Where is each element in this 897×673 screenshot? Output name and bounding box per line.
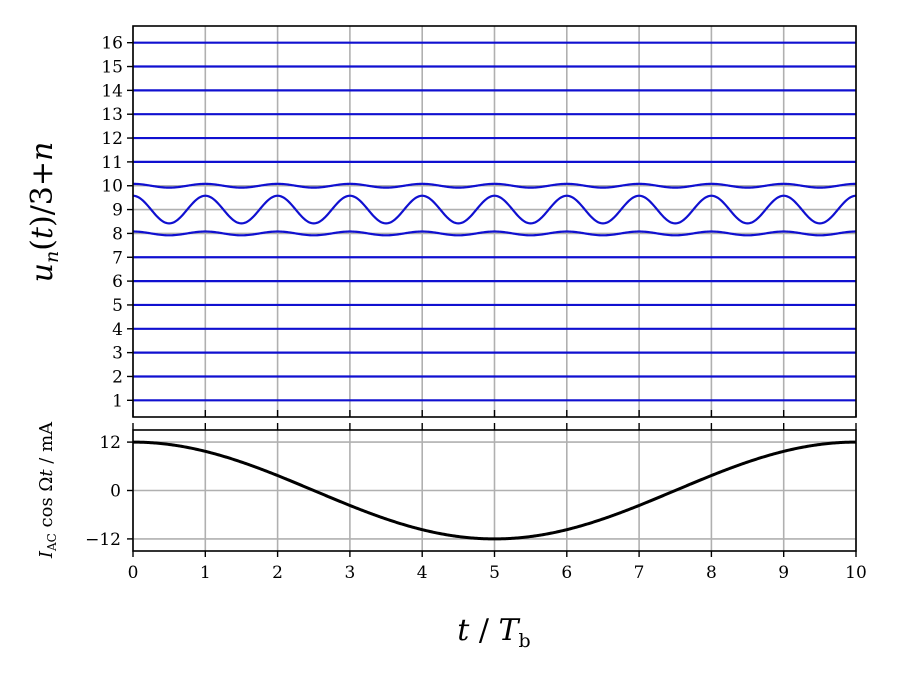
x-axis-label: t / Tb [457,613,530,652]
top-y-tick-label: 16 [101,34,123,54]
top-y-tick-label: 9 [112,201,123,221]
x-tick-label: 2 [272,563,283,583]
bottom-y-axis-label: IAC cos Ωt / mA [36,421,59,559]
bottom-y-tick-label: 0 [110,482,121,502]
x-tick-label: 5 [489,563,500,583]
x-tick-label: 3 [344,563,355,583]
x-tick-label: 1 [200,563,211,583]
top-y-tick-label: 14 [101,81,123,101]
x-tick-label: 8 [706,563,717,583]
top-y-tick-label: 5 [112,296,123,316]
x-tick-label: 7 [634,563,645,583]
x-tick-label: 4 [417,563,428,583]
bottom-y-tick-label: 12 [99,433,121,453]
top-y-axis-label: un(t)/3+n [25,142,63,283]
top-y-tick-label: 4 [112,320,123,340]
x-tick-label: 6 [561,563,572,583]
top-y-tick-label: 15 [101,58,123,78]
top-y-tick-label: 8 [112,224,123,244]
top-y-tick-label: 11 [101,153,123,173]
top-y-tick-label: 12 [101,129,123,149]
top-grid [133,26,856,417]
top-y-tick-label: 2 [112,367,123,387]
top-y-tick-label: 13 [101,105,123,125]
bottom-y-tick-label: −12 [85,530,121,550]
top-x-ticks [133,410,856,417]
x-tick-label: 10 [845,563,867,583]
top-y-tick-label: 10 [101,177,123,197]
top-y-tick-label: 1 [112,391,123,411]
top-y-tick-label: 6 [112,272,123,292]
bottom-panel: 120−12 0 1 2 3 4 5 6 7 8 9 10 IAC cos Ωt / mA t / … [36,421,867,652]
top-y-tick-label: 3 [112,344,123,364]
top-y-tick-label: 7 [112,248,123,268]
x-tick-label: 0 [128,563,139,583]
x-tick-label: 9 [778,563,789,583]
bottom-y-ticks: 12 0 −12 [85,433,133,550]
bottom-grid [133,430,856,551]
bottom-x-ticks: 0 1 2 3 4 5 6 7 8 9 10 [128,423,867,583]
